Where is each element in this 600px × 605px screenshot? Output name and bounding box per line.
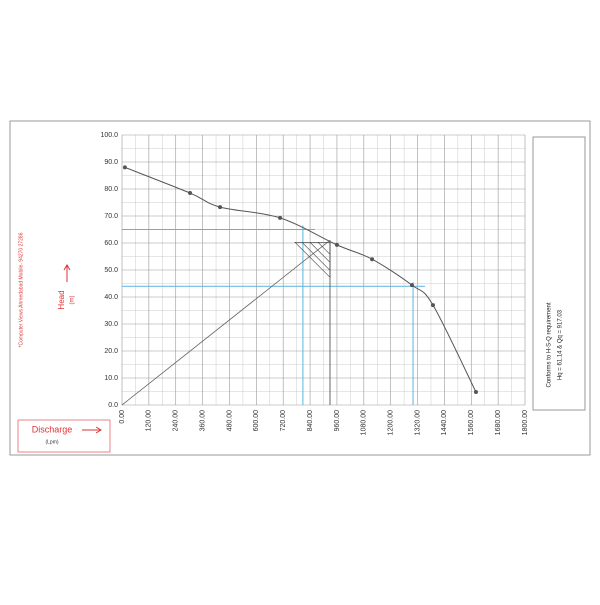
curve-point xyxy=(188,191,193,196)
y-tick-label: 50.0 xyxy=(104,267,118,274)
x-tick-label: 1800.00 xyxy=(522,410,529,435)
y-tick-label: 40.0 xyxy=(104,294,118,301)
x-arrow xyxy=(82,426,102,434)
y-unit: (m) xyxy=(70,296,76,305)
curve-point xyxy=(473,390,478,395)
y-tick-label: 90.0 xyxy=(104,159,118,166)
x-tick-label: 840.00 xyxy=(307,410,314,432)
curve-point xyxy=(122,165,127,170)
system-line xyxy=(121,239,331,406)
x-tick-label: 600.00 xyxy=(253,410,260,432)
y-tick-label: 70.0 xyxy=(104,213,118,220)
y-tick-label: 0.0 xyxy=(108,402,118,409)
x-tick-label: 480.00 xyxy=(226,410,233,432)
x-label-box xyxy=(17,419,111,453)
x-tick-label: 1200.00 xyxy=(388,410,395,435)
curve-point xyxy=(218,205,223,210)
x-tick-label: 0.00 xyxy=(119,410,126,424)
x-tick-label: 120.00 xyxy=(146,410,153,432)
x-tick-label: 1440.00 xyxy=(441,410,448,435)
curve-point xyxy=(430,303,435,308)
curve-point xyxy=(278,215,283,220)
x-tick-label: 960.00 xyxy=(334,410,341,432)
y-tick-label: 100.0 xyxy=(100,132,118,139)
x-tick-label: 720.00 xyxy=(280,410,287,432)
x-unit: (Lpm) xyxy=(45,439,58,445)
result-line: Hq = 61.14 & Qq = 917.03 xyxy=(558,309,564,380)
curve-point xyxy=(334,242,339,247)
x-label: Discharge xyxy=(32,424,73,434)
x-tick-label: 1560.00 xyxy=(468,410,475,435)
y-tick-label: 60.0 xyxy=(104,240,118,247)
x-tick-label: 1320.00 xyxy=(414,410,421,435)
result-line: Conforms to H-S-Q requirement xyxy=(547,302,553,387)
x-tick-label: 1680.00 xyxy=(495,410,502,435)
x-tick-label: 360.00 xyxy=(199,410,206,432)
pump-curve xyxy=(124,166,477,393)
frame xyxy=(9,120,591,456)
y-arrow xyxy=(63,264,71,282)
curve-point xyxy=(370,257,375,262)
y-tick-label: 30.0 xyxy=(104,321,118,328)
tolerance-hatch xyxy=(294,242,331,279)
curve-point xyxy=(409,283,414,288)
y-label: Head xyxy=(57,290,66,309)
x-tick-label: 1080.00 xyxy=(361,410,368,435)
result-box xyxy=(532,136,586,411)
y-tick-label: 10.0 xyxy=(104,375,118,382)
y-tick-label: 80.0 xyxy=(104,186,118,193)
y-tick-label: 20.0 xyxy=(104,348,118,355)
x-tick-label: 240.00 xyxy=(173,410,180,432)
side-note: *Computer Views Ahmedabad Mobile- 94270 … xyxy=(18,232,24,347)
